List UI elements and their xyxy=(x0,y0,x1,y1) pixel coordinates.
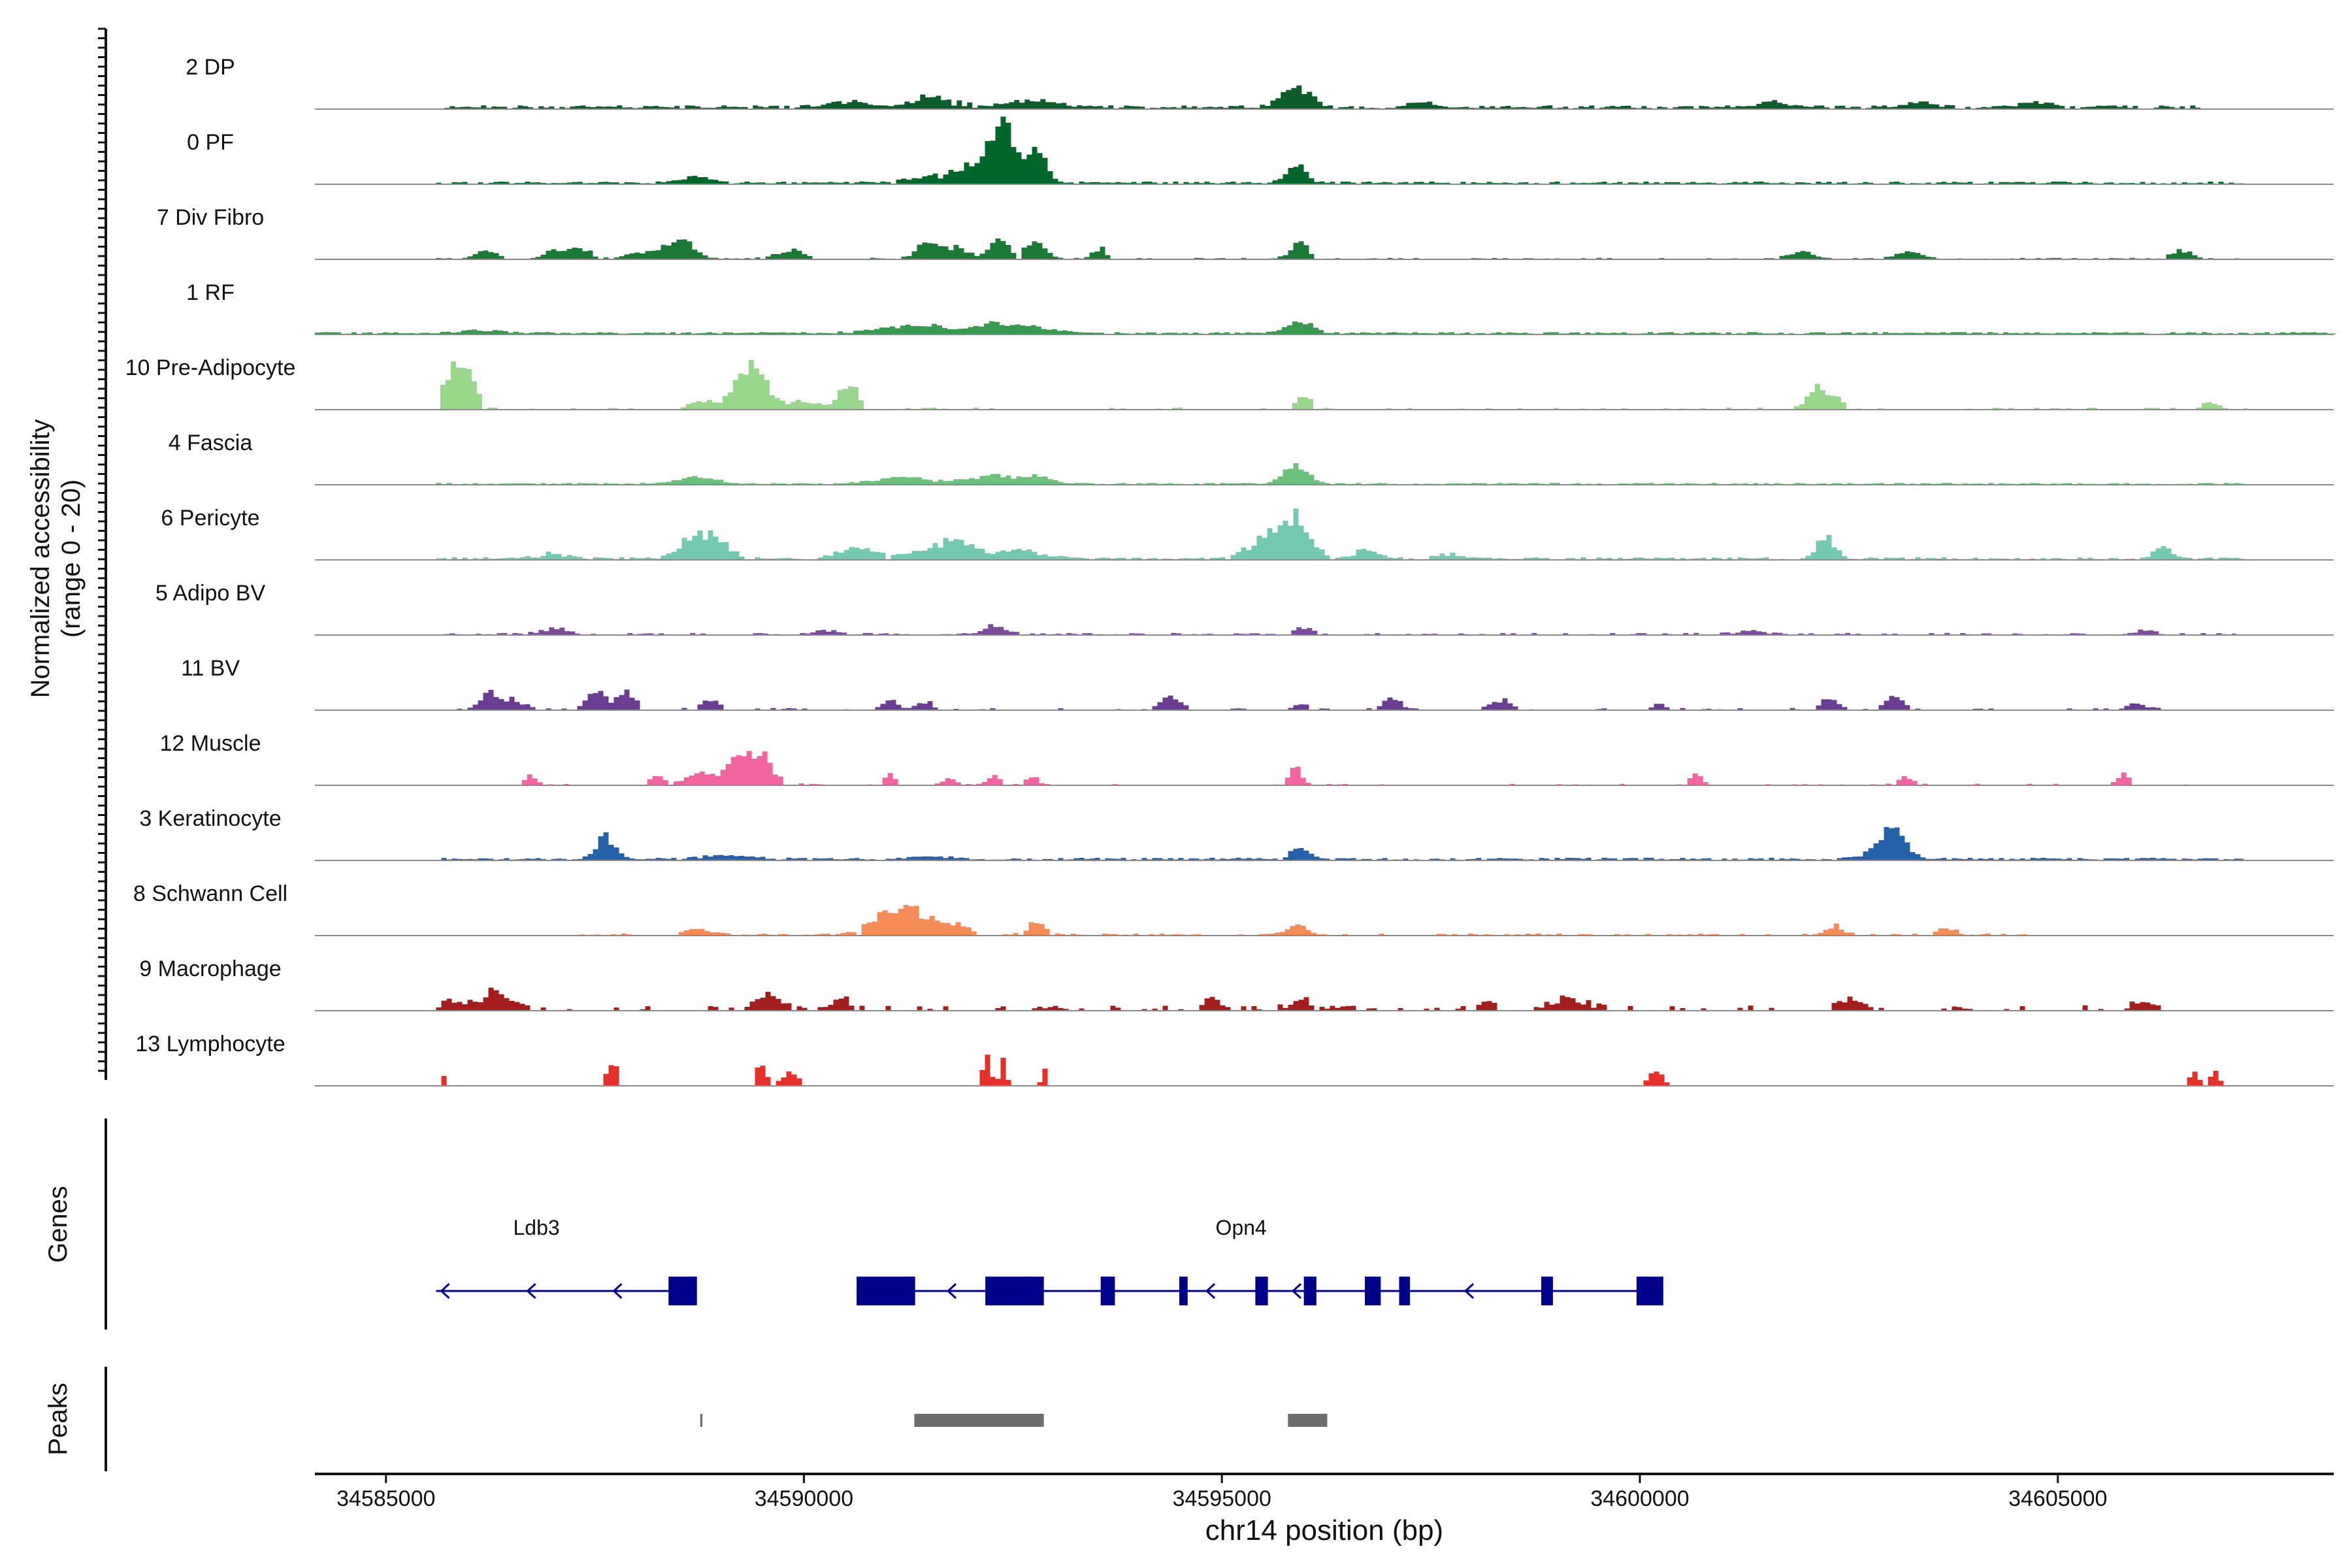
exon xyxy=(857,1277,915,1305)
x-axis-label: chr14 position (bp) xyxy=(1205,1514,1443,1546)
track-label: 8 Schwann Cell xyxy=(133,881,287,906)
track-1: 2 DP xyxy=(186,55,2334,110)
track-label: 4 Fascia xyxy=(169,431,253,455)
track-12: 8 Schwann Cell xyxy=(133,881,2334,936)
genes-panel-label: Genes xyxy=(44,1186,73,1263)
x-tick-label: 34600000 xyxy=(1590,1486,1689,1511)
peak-bar xyxy=(914,1414,1044,1427)
coverage-area xyxy=(436,987,2172,1011)
track-13: 9 Macrophage xyxy=(139,956,2334,1011)
track-3: 7 Div Fibro xyxy=(157,205,2334,260)
track-label: 12 Muscle xyxy=(160,731,261,756)
track-label: 5 Adipo BV xyxy=(155,581,266,606)
strand-chevron xyxy=(526,1282,536,1299)
track-5: 10 Pre-Adipocyte xyxy=(125,355,2334,410)
strand-chevron xyxy=(612,1282,623,1299)
coverage-area xyxy=(436,689,2177,710)
exon xyxy=(1179,1277,1188,1305)
gene-label: Opn4 xyxy=(1216,1216,1267,1239)
x-tick-label: 34605000 xyxy=(2008,1486,2107,1511)
track-10: 12 Muscle xyxy=(160,731,2334,786)
coverage-area xyxy=(436,826,2245,860)
coverage-area xyxy=(315,321,2338,335)
track-label: 10 Pre-Adipocyte xyxy=(125,355,296,380)
exon xyxy=(985,1277,1044,1305)
x-tick-label: 34595000 xyxy=(1173,1486,1271,1511)
coverage-area xyxy=(436,116,2245,184)
strand-chevron xyxy=(440,1282,450,1299)
track-label: 13 Lymphocyte xyxy=(135,1032,285,1056)
exon xyxy=(1100,1277,1115,1305)
track-label: 6 Pericyte xyxy=(161,506,259,531)
y-axis-label: Normalized accessibility xyxy=(26,419,55,698)
strand-chevron xyxy=(1205,1282,1216,1299)
gene-annotations: Ldb3 Opn4 xyxy=(436,1216,1663,1305)
exon xyxy=(1303,1277,1316,1305)
strand-chevron xyxy=(1291,1282,1302,1299)
x-tick-label: 34585000 xyxy=(336,1486,435,1511)
track-label: 3 Keratinocyte xyxy=(139,806,281,831)
coverage-area xyxy=(436,238,2245,259)
x-tick-label: 34590000 xyxy=(755,1486,853,1511)
exon xyxy=(1365,1277,1381,1305)
exon xyxy=(1255,1277,1268,1305)
peaks-panel-label: Peaks xyxy=(44,1382,73,1455)
track-label: 9 Macrophage xyxy=(139,956,281,981)
strand-chevron xyxy=(1463,1282,1475,1299)
coverage-area xyxy=(511,751,2247,785)
peak-regions xyxy=(700,1414,1328,1427)
track-label: 1 RF xyxy=(186,280,235,305)
track-9: 11 BV xyxy=(181,656,2334,711)
exon xyxy=(1399,1277,1411,1305)
gene-ldb3: Ldb3 xyxy=(436,1216,697,1305)
coverage-area xyxy=(444,624,2238,635)
track-6: 4 Fascia xyxy=(169,431,2334,485)
coverage-area xyxy=(574,905,2043,936)
exon xyxy=(1636,1277,1663,1305)
coverage-area xyxy=(440,359,2249,410)
x-axis-ticks: 34585000 34590000 34595000 34600000 34605000 xyxy=(336,1474,2107,1511)
track-4: 1 RF xyxy=(186,280,2338,335)
track-14: 13 Lymphocyte xyxy=(135,1032,2334,1086)
track-7: 6 Pericyte xyxy=(161,506,2334,561)
coverage-area xyxy=(436,508,2245,560)
y-axis-sublabel: (range 0 - 20) xyxy=(57,480,86,638)
y-axis-ticks xyxy=(98,27,106,1072)
track-label: 2 DP xyxy=(186,55,235,80)
gene-label: Ldb3 xyxy=(513,1216,559,1239)
track-8: 5 Adipo BV xyxy=(155,581,2334,636)
exon xyxy=(668,1277,697,1305)
peak-bar xyxy=(1288,1414,1328,1427)
track-label: 11 BV xyxy=(181,656,240,681)
gene-opn4: Opn4 xyxy=(857,1216,1663,1305)
coverage-area xyxy=(436,463,2245,485)
track-2: 0 PF xyxy=(187,116,2334,185)
coverage-area xyxy=(436,1054,2255,1086)
exon xyxy=(1541,1277,1553,1305)
coverage-area xyxy=(444,85,2201,109)
coverage-tracks: 2 DP 0 PF 7 Div Fibro 1 RF 10 Pre-Adipocyte 4… xyxy=(125,55,2338,1086)
peak-bar xyxy=(700,1414,703,1427)
strand-chevron xyxy=(946,1282,957,1299)
track-11: 3 Keratinocyte xyxy=(139,806,2334,861)
track-label: 0 PF xyxy=(187,130,234,155)
track-label: 7 Div Fibro xyxy=(157,205,264,230)
